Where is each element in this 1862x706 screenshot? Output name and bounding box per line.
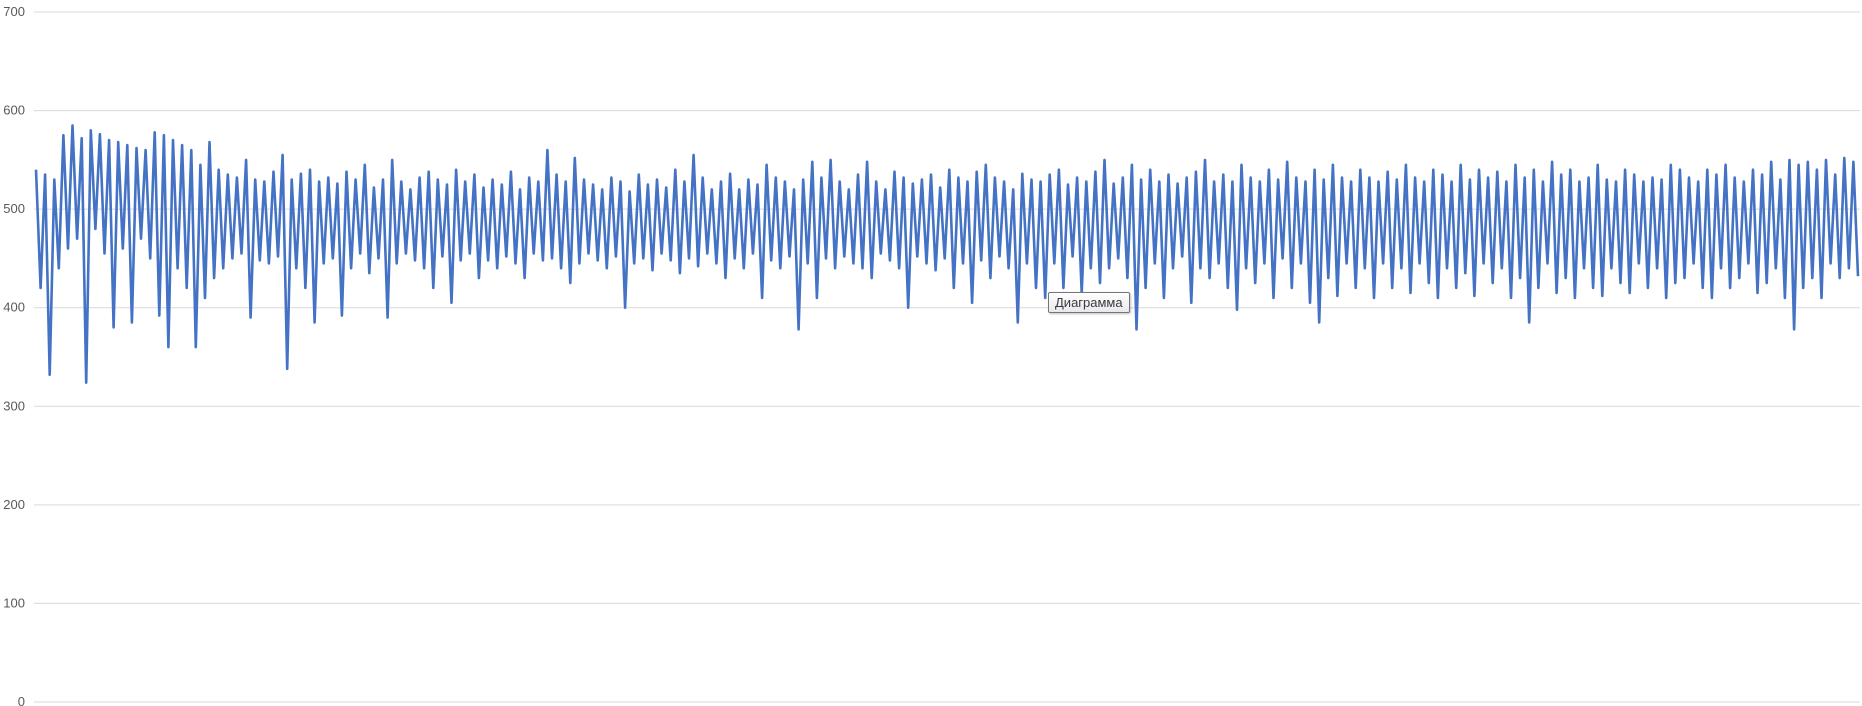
y-tick-label: 300: [3, 398, 25, 413]
gridlines: [34, 11, 1860, 703]
y-tick-label: 400: [3, 300, 25, 315]
y-tick-label: 700: [3, 4, 25, 19]
series-line[interactable]: [34, 124, 1860, 384]
data-series[interactable]: [34, 124, 1860, 384]
y-tick-label: 0: [18, 694, 25, 706]
y-tick-label: 600: [3, 103, 25, 118]
y-tick-label: 500: [3, 201, 25, 216]
y-tick-label: 200: [3, 497, 25, 512]
chart-tooltip: Диаграмма: [1048, 292, 1130, 313]
y-tick-label: 100: [3, 595, 25, 610]
y-axis-tick-labels: 0 100 200 300 400 500 600 700: [3, 4, 25, 706]
